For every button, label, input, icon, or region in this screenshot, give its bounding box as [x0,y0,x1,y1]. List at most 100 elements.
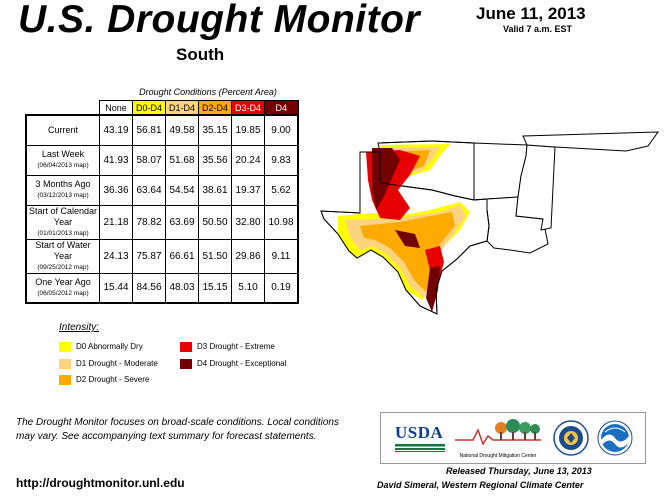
table-cell: 49.58 [165,114,199,146]
d4-area [372,148,400,210]
table-body: Current 43.19 56.81 49.58 35.15 19.85 9.00 Last… [25,114,299,304]
table-cell: 63.64 [132,174,166,206]
row-label-date: (03/12/2013 map) [37,192,89,199]
region-name: South [176,45,225,64]
row-label: Current [25,114,100,146]
legend-item-d4: D4 Drought - Exceptional [180,359,286,369]
table-cell: 21.18 [99,204,133,240]
d4-area-south [426,266,440,312]
table-cell: 19.85 [231,114,265,146]
row-label: Start of Water Year (09/25/2012 map) [25,238,100,274]
column-header-d3-d4: D3-D4 [231,100,265,116]
partner-logos: USDA National Drought Mitigation Center [380,412,646,464]
mississippi-state [515,144,556,231]
legend-swatch [180,359,192,369]
row-label-text: 3 Months Ago [35,179,91,189]
ndmc-tree-icon [455,419,541,446]
drought-stats-table: None D0-D4 D1-D4 D2-D4 D3-D4 D4 Current 43.19 5… [25,100,299,304]
table-cell: 24.13 [99,238,133,274]
tennessee-state [522,131,659,152]
disclaimer-note: The Drought Monitor focuses on broad-sca… [16,417,339,442]
table-cell: 32.80 [231,204,265,240]
column-header-d0-d4: D0-D4 [132,100,166,116]
table-cell: 9.00 [264,114,299,146]
table-cell: 9.11 [264,238,299,274]
legend-item-d3: D3 Drought - Extreme [180,342,275,352]
table-header-row: None D0-D4 D1-D4 D2-D4 D3-D4 D4 [26,100,299,116]
table-cell: 56.81 [132,114,166,146]
author-credit: David Simeral, Western Regional Climate … [377,480,584,490]
row-label: One Year Ago (06/05/2012 map) [25,272,100,304]
ndmc-logo-text: National Drought Mitigation Center [459,453,537,459]
table-cell: 63.69 [165,204,199,240]
legend-label: D0 Abnormally Dry [76,342,143,352]
table-cell: 66.61 [165,238,199,274]
table-cell: 35.56 [198,144,232,176]
legend-label: D3 Drought - Extreme [197,342,275,352]
table-cell: 51.50 [198,238,232,274]
commerce-seal-icon [553,420,589,456]
table-row: 3 Months Ago (03/12/2013 map) 36.36 63.64 54… [25,174,299,206]
usda-logo-text: USDA [395,423,444,442]
legend-item-d1: D1 Drought - Moderate [59,359,158,369]
table-cell: 19.37 [231,174,265,206]
state-outlines [320,140,490,315]
row-label: Start of Calendar Year (01/01/2013 map) [25,204,100,240]
row-label: Last Week (06/04/2013 map) [25,144,100,176]
website-link[interactable]: http://droughtmonitor.unl.edu [16,476,185,490]
table-cell: 75.87 [132,238,166,274]
table-row: Start of Water Year (09/25/2012 map) 24.13… [25,238,299,274]
table-cell: 0.19 [264,272,299,304]
table-row: Current 43.19 56.81 49.58 35.15 19.85 9.00 [25,114,299,146]
table-cell: 20.24 [231,144,265,176]
table-cell: 36.36 [99,174,133,206]
row-label-text: Last Week [41,149,85,159]
map-date: June 11, 2013 [476,4,586,23]
map-title: U.S. Drought Monitor [18,0,421,41]
drought-map [320,131,659,315]
legend-item-d2: D2 Drought - Severe [59,375,149,385]
table-cell: 51.68 [165,144,199,176]
table-row: Last Week (06/04/2013 map) 41.93 58.07 51.68… [25,144,299,176]
table-cell: 10.98 [264,204,299,240]
valid-time: Valid 7 a.m. EST [503,24,573,34]
table-cell: 15.15 [198,272,232,304]
row-label-date: (06/05/2012 map) [37,289,89,297]
table-cell: 50.50 [198,204,232,240]
legend-item-d0: D0 Abnormally Dry [59,342,143,352]
noaa-logo-icon [597,420,633,456]
row-label-text: Start of Water Year [35,239,91,261]
row-label-text: Start of Calendar Year [28,205,98,227]
table-cell: 58.07 [132,144,166,176]
table-cell: 15.44 [99,272,133,304]
row-label-date: (01/01/2013 map) [37,229,89,237]
row-label-text: Current [47,124,78,135]
legend-label: D1 Drought - Moderate [76,359,158,369]
table-caption: Drought Conditions (Percent Area) [139,87,277,97]
table-cell: 5.62 [264,174,299,206]
usda-logo-stripes [395,444,445,452]
table-row: One Year Ago (06/05/2012 map) 15.44 84.56 48… [25,272,299,304]
table-cell: 29.86 [231,238,265,274]
row-label-text: One Year Ago [35,276,91,287]
usda-logo: USDA [395,423,445,453]
row-label: 3 Months Ago (03/12/2013 map) [25,174,100,206]
legend-label: D2 Drought - Severe [76,375,150,385]
column-header-d4: D4 [264,100,299,116]
column-header-none: None [99,100,133,116]
column-header-d1-d4: D1-D4 [165,100,199,116]
legend-label: D4 Drought - Exceptional [197,359,287,369]
row-label-date: (06/04/2013 map) [37,162,89,169]
d4-area-east [395,230,420,248]
table-cell: 35.15 [198,114,232,146]
ndmc-logo: National Drought Mitigation Center [453,418,543,459]
table-cell: 48.03 [165,272,199,304]
release-date: Released Thursday, June 13, 2013 [446,466,592,476]
legend-swatch [59,342,71,352]
table-cell: 78.82 [132,204,166,240]
legend-swatch [59,359,71,369]
table-cell: 41.93 [99,144,133,176]
table-row: Start of Calendar Year (01/01/2013 map) 21… [25,204,299,240]
table-cell: 9.83 [264,144,299,176]
column-header-d2-d4: D2-D4 [198,100,232,116]
